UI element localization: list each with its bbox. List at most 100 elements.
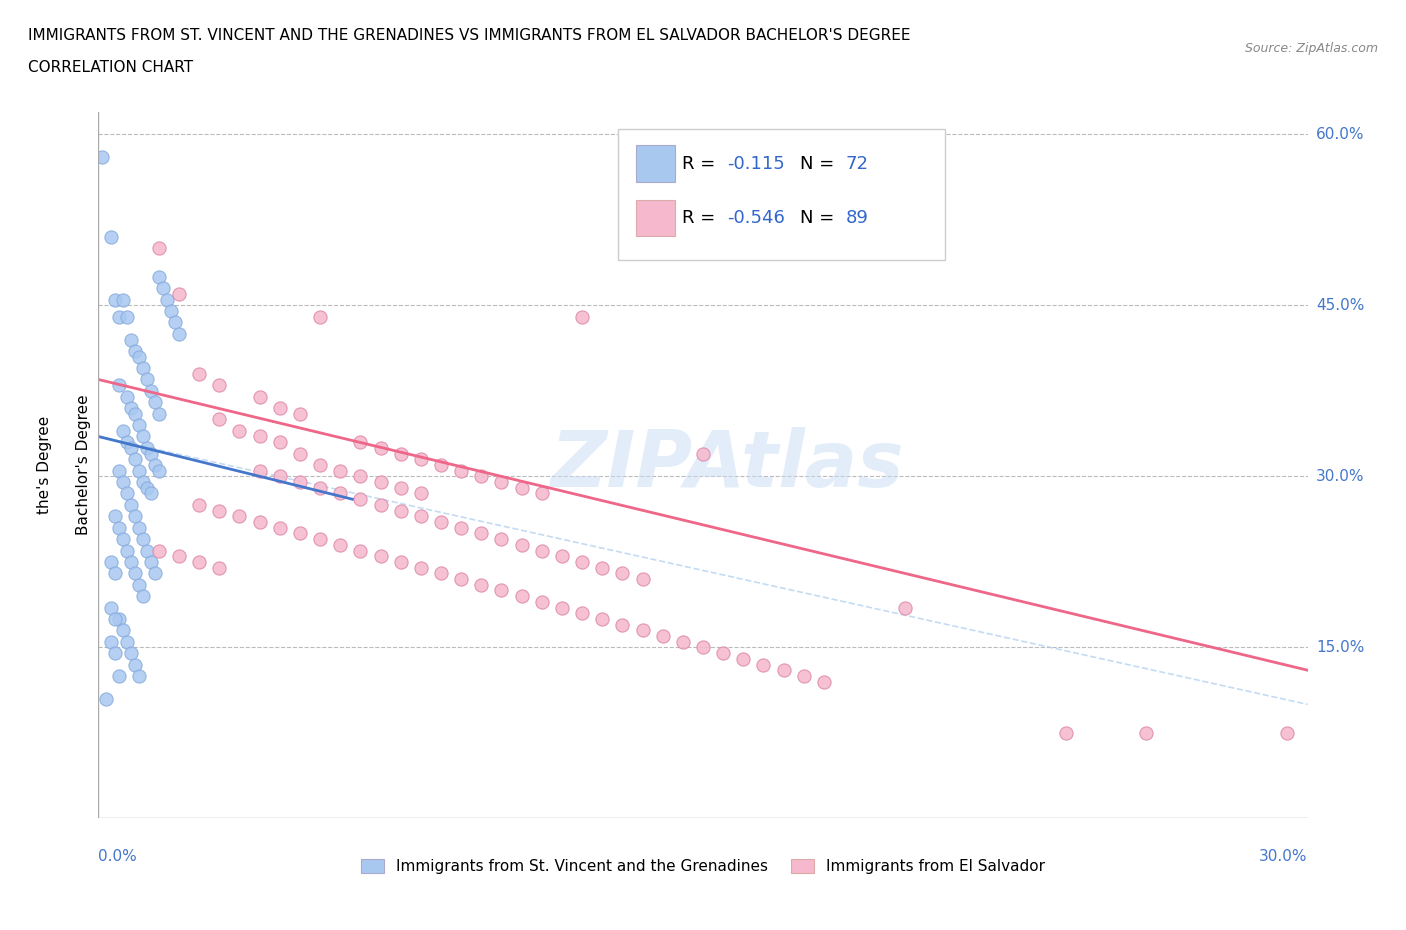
Text: 72: 72 [845,154,869,173]
Point [143,565,166,580]
Legend: Immigrants from St. Vincent and the Grenadines, Immigrants from El Salvador: Immigrants from St. Vincent and the Gren… [361,859,1045,874]
Point [143,458,166,472]
Point [309,458,332,472]
Point [132,361,155,376]
Point [269,520,291,535]
Point [288,474,311,489]
Point [124,452,146,467]
Point [430,458,453,472]
Point [249,429,271,444]
Point [370,474,392,489]
Point [228,509,250,524]
Point [107,310,129,325]
Text: N =: N = [800,154,839,173]
Point [228,423,250,438]
Text: 30.0%: 30.0% [1316,469,1364,484]
Point [124,565,146,580]
Point [128,520,150,535]
Point [510,589,533,604]
Point [128,418,150,432]
Point [510,481,533,496]
Point [132,474,155,489]
Point [651,629,673,644]
Point [389,446,412,461]
Point [208,503,231,518]
Point [370,441,392,456]
Y-axis label: Bachelor's Degree: Bachelor's Degree [76,394,91,536]
Point [135,441,157,456]
Text: 45.0%: 45.0% [1316,298,1364,312]
Point [120,498,142,512]
Point [309,310,332,325]
Point [120,554,142,569]
Point [249,514,271,529]
Point [349,492,371,507]
FancyBboxPatch shape [637,145,675,182]
Point [100,634,122,649]
Point [124,658,146,672]
Point [329,538,352,552]
Point [135,543,157,558]
Point [491,474,513,489]
Point [103,611,125,626]
Point [111,474,134,489]
Text: CORRELATION CHART: CORRELATION CHART [28,60,193,75]
Point [530,486,553,501]
Point [269,434,291,449]
Text: -0.115: -0.115 [727,154,785,173]
Point [111,423,134,438]
Point [139,383,162,398]
Point [139,486,162,501]
Text: ZIPAtlas: ZIPAtlas [550,427,904,503]
Point [139,554,162,569]
Point [103,565,125,580]
Point [163,315,186,330]
Text: N =: N = [800,209,839,227]
Text: 89: 89 [845,209,869,227]
Point [128,578,150,592]
Point [1277,725,1299,740]
Point [132,429,155,444]
Point [188,554,211,569]
Text: the's Degree: the's Degree [37,416,52,514]
Point [208,560,231,575]
Point [91,150,114,165]
Point [115,389,138,404]
Point [128,669,150,684]
Point [107,669,129,684]
Point [631,572,654,587]
Point [120,645,142,660]
Point [103,509,125,524]
Point [208,412,231,427]
Point [571,605,593,620]
Point [100,230,122,245]
Point [188,366,211,381]
Point [103,645,125,660]
Point [389,554,412,569]
Point [124,509,146,524]
Point [249,389,271,404]
Point [107,520,129,535]
Text: 0.0%: 0.0% [98,849,138,864]
Point [120,332,142,347]
Point [288,526,311,541]
Point [128,350,150,365]
Point [135,372,157,387]
Point [389,481,412,496]
Point [551,549,574,564]
Point [409,486,432,501]
Point [1054,725,1077,740]
Point [132,589,155,604]
Point [491,532,513,547]
Point [103,292,125,307]
Point [692,640,714,655]
Point [591,560,613,575]
Point [329,486,352,501]
Point [148,406,170,421]
Point [893,600,915,615]
Point [269,401,291,416]
Point [288,446,311,461]
Point [120,401,142,416]
Point [510,538,533,552]
Point [167,286,190,301]
